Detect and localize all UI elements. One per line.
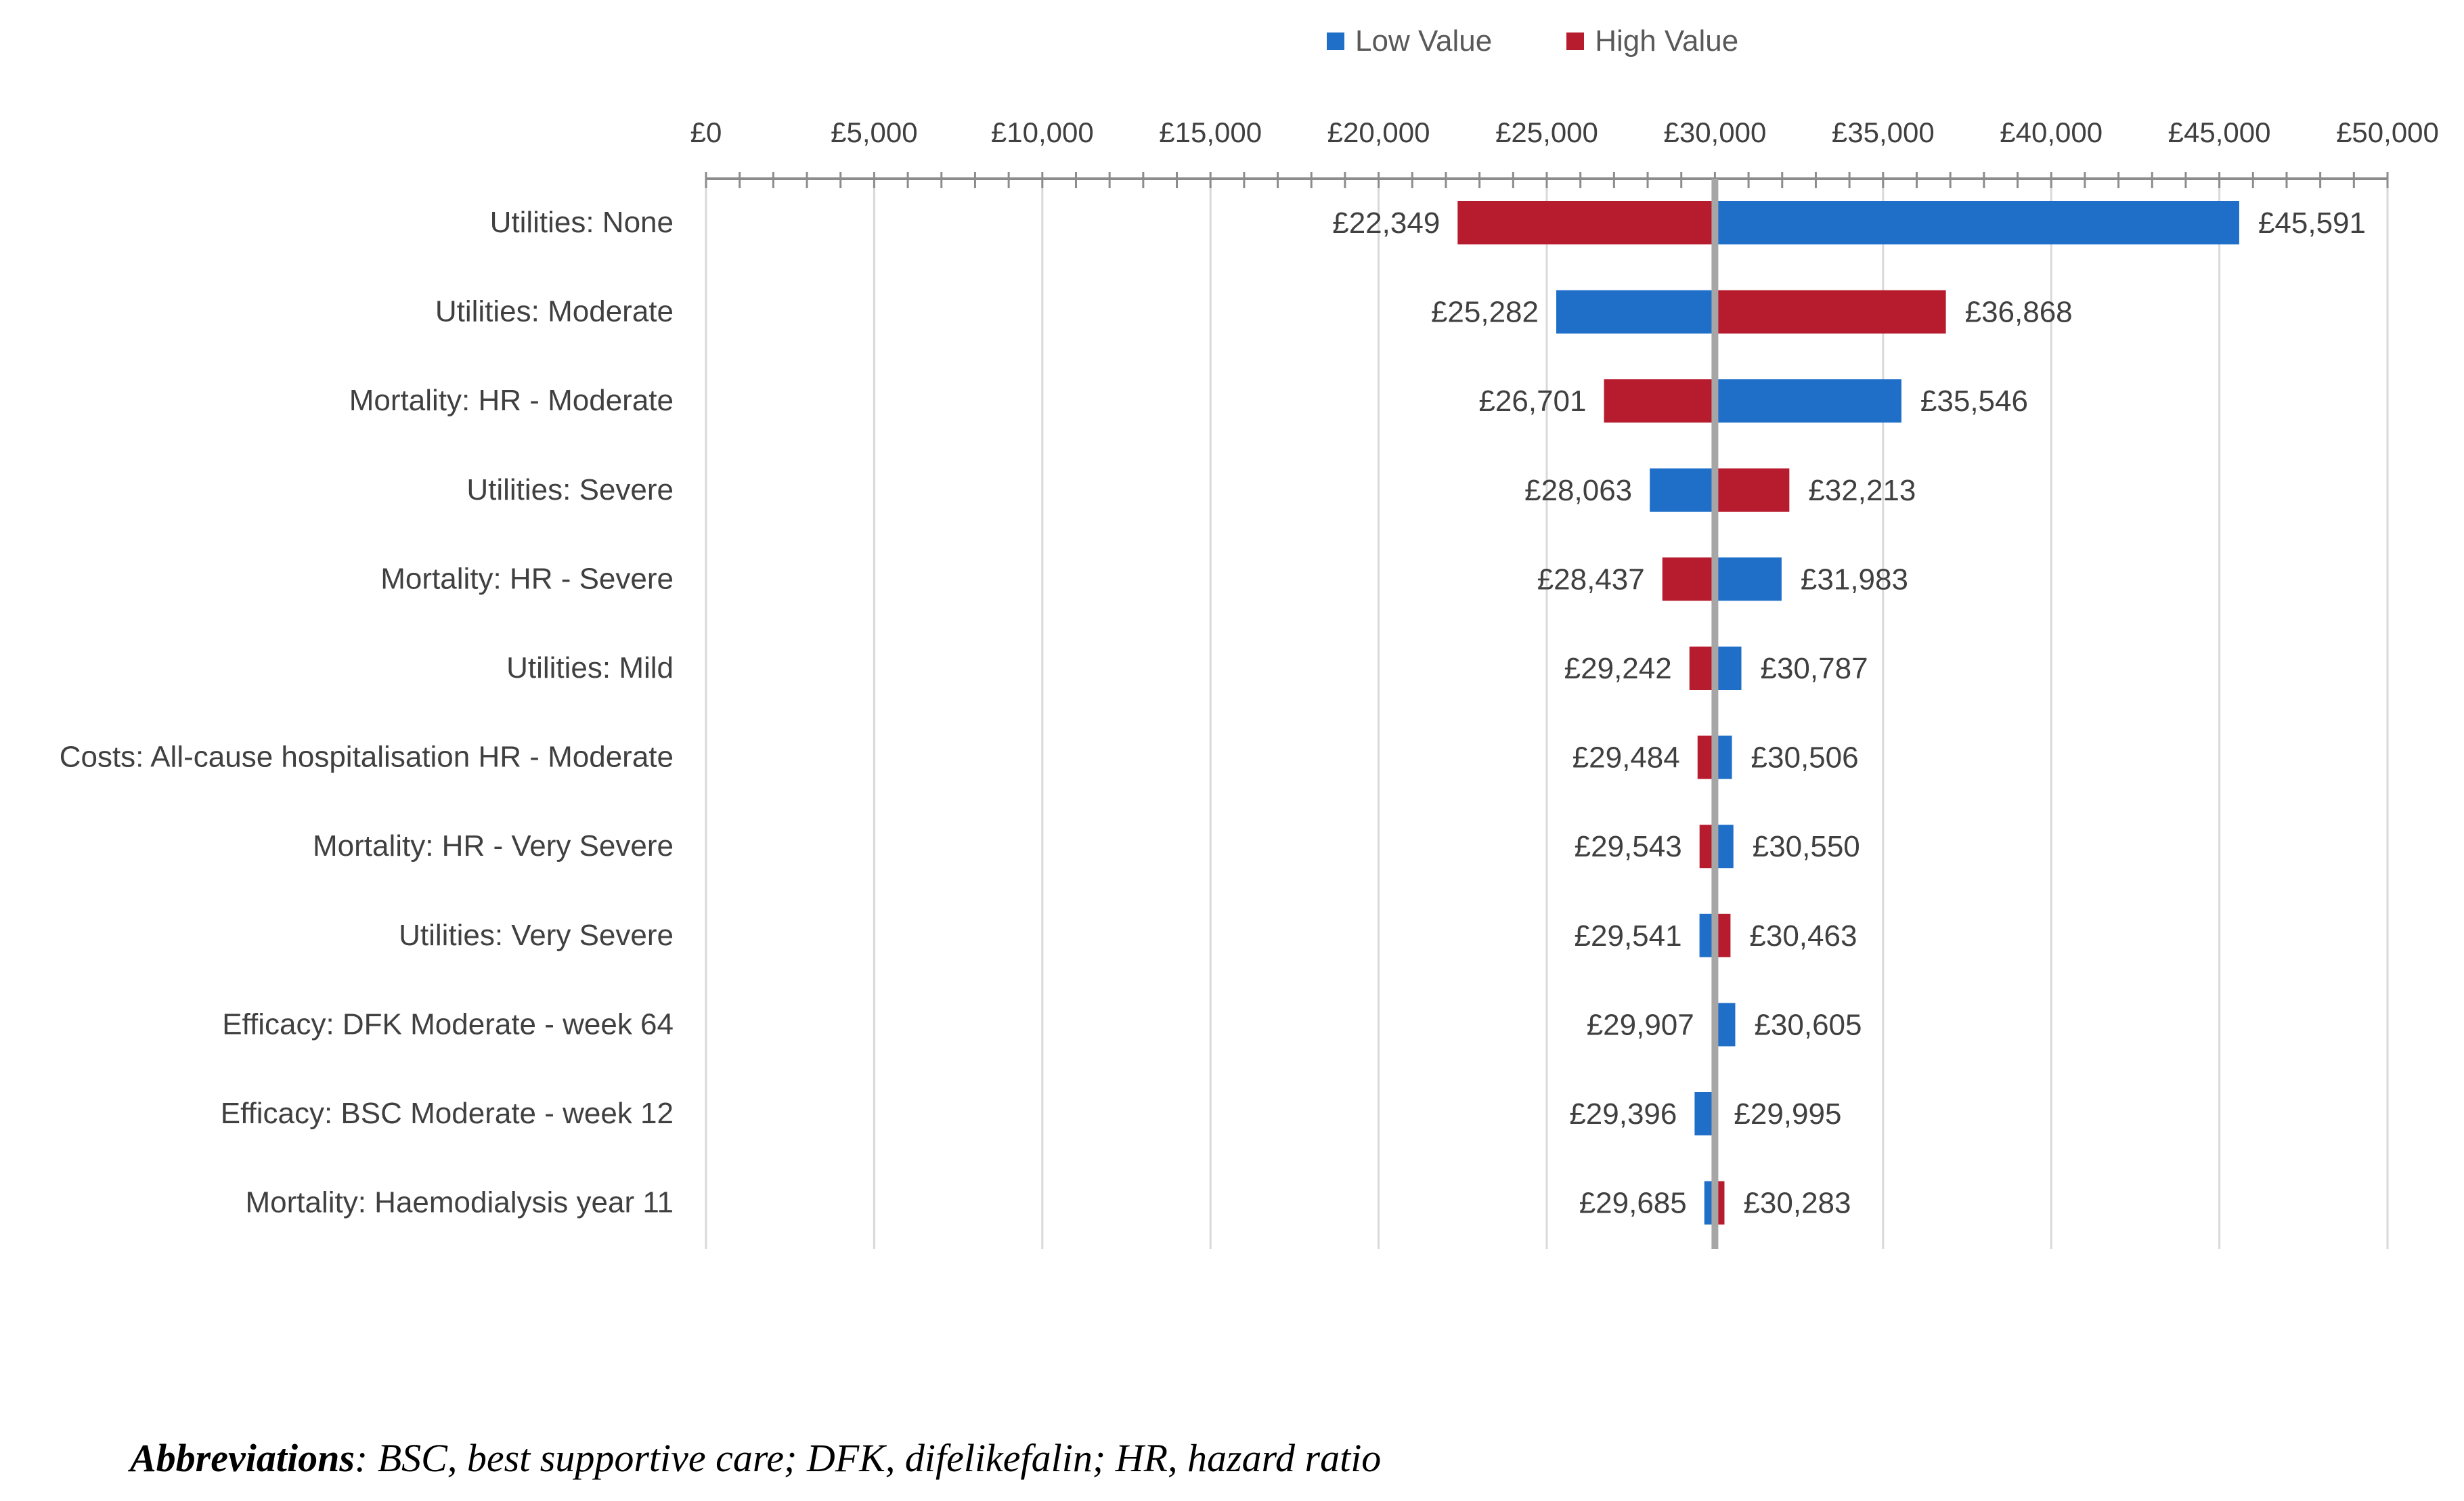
x-tick-label: £0: [690, 116, 722, 148]
data-label-low: £28,063: [1524, 474, 1632, 507]
data-label-low: £30,605: [1754, 1008, 1862, 1041]
bar-low-value: [1715, 1003, 1736, 1047]
category-label: Utilities: None: [490, 206, 674, 239]
bar-high-value: [1715, 468, 1790, 512]
x-tick-label: £20,000: [1327, 116, 1430, 148]
x-tick-label: £25,000: [1495, 116, 1598, 148]
x-tick-label: £45,000: [2168, 116, 2271, 148]
x-tick-label: £35,000: [1832, 116, 1935, 148]
data-label-high: £32,213: [1808, 474, 1916, 507]
legend-label-high: High Value: [1595, 24, 1739, 58]
footnote-heading: Abbreviations: [130, 1436, 355, 1480]
data-label-low: £30,506: [1751, 741, 1859, 775]
category-label: Utilities: Moderate: [435, 295, 674, 328]
data-label-high: £29,995: [1734, 1097, 1841, 1131]
data-label-high: £22,349: [1332, 206, 1440, 240]
data-label-low: £29,541: [1575, 919, 1682, 953]
bar-high-value: [1699, 825, 1715, 869]
bar-low-value: [1715, 379, 1901, 423]
data-label-high: £29,242: [1564, 652, 1672, 685]
x-tick-label: £40,000: [2000, 116, 2103, 148]
data-label-high: £29,543: [1575, 830, 1682, 863]
data-label-low: £29,396: [1569, 1097, 1677, 1131]
legend-label-low: Low Value: [1355, 24, 1493, 58]
category-label: Costs: All-cause hospitalisation HR - Mo…: [60, 741, 674, 774]
category-label: Utilities: Severe: [466, 473, 674, 506]
abbreviations-footnote: Abbreviations: BSC, best supportive care…: [130, 1435, 1381, 1481]
bar-low-value: [1556, 290, 1715, 334]
bar-low-value: [1694, 1092, 1715, 1135]
data-label-high: £28,437: [1537, 563, 1645, 596]
bar-low-value: [1715, 647, 1742, 690]
data-label-high: £29,907: [1587, 1008, 1694, 1041]
data-label-low: £25,282: [1431, 296, 1539, 329]
data-label-high: £30,283: [1743, 1187, 1851, 1220]
legend-swatch-low: [1327, 32, 1344, 50]
data-label-high: £29,484: [1572, 741, 1680, 775]
category-label: Utilities: Very Severe: [399, 919, 674, 952]
category-label: Utilities: Mild: [506, 651, 674, 684]
footnote-text: : BSC, best supportive care; DFK, difeli…: [354, 1436, 1382, 1480]
bar-low-value: [1650, 468, 1715, 512]
data-label-low: £31,983: [1801, 563, 1908, 596]
bar-high-value: [1457, 201, 1715, 244]
bar-high-value: [1715, 913, 1731, 957]
bar-high-value: [1689, 647, 1715, 690]
x-tick-label: £10,000: [991, 116, 1094, 148]
x-tick-label: £15,000: [1159, 116, 1262, 148]
data-label-low: £35,546: [1920, 385, 2028, 418]
category-label: Efficacy: BSC Moderate - week 12: [221, 1097, 674, 1130]
x-tick-label: £5,000: [831, 116, 917, 148]
category-label: Mortality: HR - Severe: [380, 562, 674, 595]
data-label-high: £30,463: [1749, 919, 1857, 953]
chart-legend: Low Value High Value: [1327, 24, 1738, 58]
category-label: Mortality: Haemodialysis year 11: [245, 1186, 674, 1219]
data-label-low: £29,685: [1579, 1187, 1687, 1220]
category-label: Mortality: HR - Moderate: [349, 384, 674, 417]
bar-low-value: [1715, 557, 1782, 601]
bar-low-value: [1715, 201, 2239, 244]
category-label: Mortality: HR - Very Severe: [313, 829, 674, 863]
x-tick-label: £50,000: [2336, 116, 2439, 148]
bar-low-value: [1699, 913, 1715, 957]
x-tick-label: £30,000: [1663, 116, 1766, 148]
data-label-low: £30,787: [1760, 652, 1868, 685]
tornado-chart: £0 £5,000 £10,000 £15,000 £20,000 £25,000 £30,…: [60, 116, 2439, 1249]
legend-item-high: High Value: [1566, 24, 1738, 58]
legend-item-low: Low Value: [1327, 24, 1492, 58]
data-label-low: £45,591: [2258, 206, 2366, 240]
legend-swatch-high: [1566, 32, 1585, 50]
data-label-low: £30,550: [1753, 830, 1860, 863]
category-label: Efficacy: DFK Moderate - week 64: [222, 1007, 674, 1041]
bar-high-value: [1604, 379, 1715, 423]
data-label-high: £36,868: [1965, 296, 2073, 329]
bar-high-value: [1715, 290, 1946, 334]
bar-high-value: [1662, 557, 1715, 601]
data-label-high: £26,701: [1478, 385, 1586, 418]
